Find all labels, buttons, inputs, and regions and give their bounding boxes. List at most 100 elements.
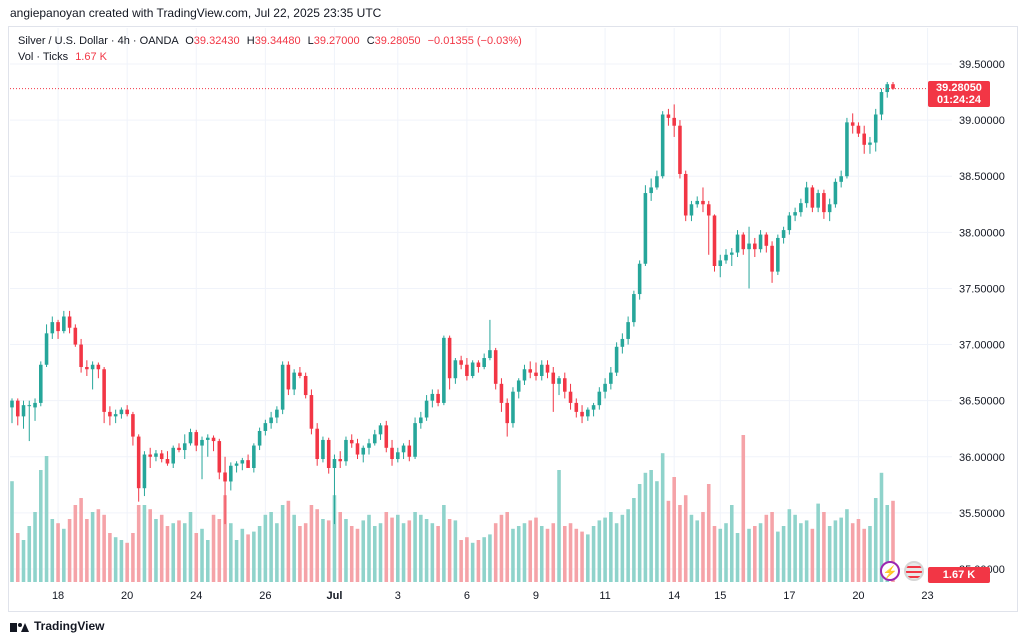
candle-body [90,364,95,370]
candle-body [355,443,360,455]
time-tick-label: 17 [783,590,795,602]
volume-bar [528,520,533,582]
candle-body [868,142,872,145]
candle-body [591,405,596,410]
volume-bar [252,531,256,582]
volume-bar [505,512,509,582]
volume-bar [850,523,855,582]
candle-body [845,122,849,177]
volume-bar [683,495,688,582]
volume-bar [620,514,625,582]
volume-badge: 1.67 K [928,567,990,583]
high-label: H [246,35,255,47]
volume-bar [280,505,285,582]
candle-body [165,459,170,464]
candle-body [413,423,417,457]
candle-body [873,114,878,143]
candle-body [119,409,124,415]
candle-body [15,400,20,417]
volume-bar [50,519,55,582]
volume-bar [188,512,193,582]
candle-body [315,428,319,460]
volume-bar [96,509,101,582]
volume-bar [753,526,757,582]
volume-bar [62,528,66,582]
volume-bar [321,519,325,582]
volume-bar [113,537,118,582]
candle-body [637,263,642,295]
us-flag-icon[interactable] [904,561,924,581]
candle-body [154,453,158,457]
volume-bar [349,526,354,582]
volume-bar [142,505,147,582]
candle-body [787,215,792,231]
candle-body [729,252,734,255]
candle-body [349,439,354,444]
volume-bar [839,517,843,582]
price-tick-label: 38.50000 [959,171,1005,183]
price-candles [10,81,895,525]
candle-body [804,187,809,204]
volume-bar [879,472,884,582]
volume-bar [396,514,400,582]
candle-body [182,443,187,451]
volume-bar [712,526,717,582]
candle-body [194,432,199,446]
candle-body [891,84,895,89]
time-tick-label: 20 [121,590,133,602]
volume-bar [125,542,129,582]
candle-body [856,125,861,134]
symbol-label[interactable]: Silver / U.S. Dollar · 4h · OANDA [18,35,179,47]
volume-bar [718,528,723,582]
candle-body [326,439,331,468]
candle-body [511,391,515,424]
tradingview-brand: TradingView [34,619,105,633]
volume-bar [223,495,227,582]
candle-body [131,414,135,437]
time-axis[interactable]: 18 20 24 26 Jul 3 6 9 11 14 15 17 20 23 [52,590,934,602]
price-axis[interactable]: 39.50000 39.00000 38.50000 38.00000 37.50000… [959,59,1005,576]
volume-bar [378,523,383,582]
volume-bar [862,528,866,582]
price-tick-label: 36.50000 [959,396,1005,408]
volume-bar [643,472,648,582]
candle-body [672,117,676,126]
volume-bar [799,523,803,582]
volume-label[interactable]: Vol · Ticks [18,51,69,63]
candle-body [188,432,193,444]
candle-body [309,395,314,429]
candle-body [758,234,763,250]
candle-body [200,439,204,446]
volume-bar [804,520,809,582]
volume-bar [459,540,463,582]
candle-body [793,212,797,216]
volume-bar [586,534,590,582]
candle-body [493,350,498,384]
candle-body [240,460,245,464]
candle-body [321,439,325,460]
volume-bar [729,505,734,582]
volume-bar [534,517,538,582]
volume-bar [770,512,774,582]
time-tick-label: 11 [599,590,610,602]
volume-bar [56,523,60,582]
volume-bar [845,509,849,582]
volume-bar [177,520,181,582]
volume-bar [436,526,440,582]
candle-body [344,439,348,462]
candle-body [286,364,291,390]
candle-body [113,414,118,417]
volume-bar [447,519,452,582]
volume-bar [44,456,49,582]
candle-body [603,383,607,392]
lightning-icon[interactable]: ⚡ [880,561,900,581]
volume-bar [706,484,711,582]
volume-bar [453,520,458,582]
legend-row-ohlc: Silver / U.S. Dollar · 4h · OANDA O39.32… [18,34,522,49]
volume-bar [15,533,20,582]
candle-body [384,425,389,448]
volume-bar [338,512,343,582]
volume-bar [689,514,694,582]
volume-bar [367,514,371,582]
